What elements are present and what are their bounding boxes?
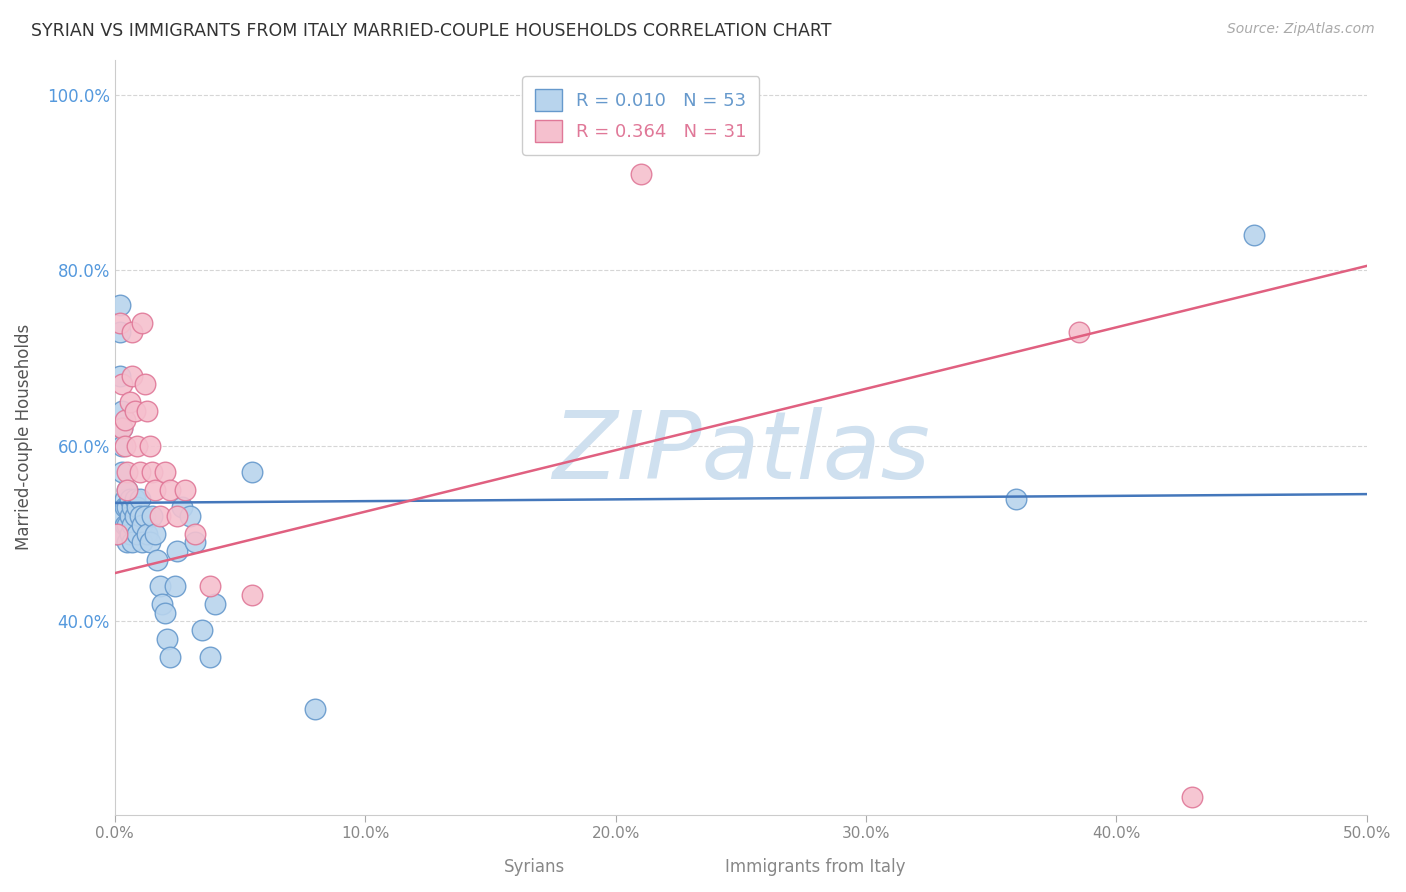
Point <box>114 500 136 515</box>
Point <box>108 368 131 383</box>
Point <box>159 483 181 497</box>
Point <box>108 298 131 312</box>
Point <box>111 439 134 453</box>
Point <box>1243 228 1265 243</box>
Point <box>139 439 162 453</box>
Point <box>121 500 143 515</box>
Point <box>105 509 128 524</box>
Point <box>143 526 166 541</box>
Point <box>127 526 149 541</box>
Point <box>124 509 146 524</box>
Point <box>156 632 179 646</box>
Point <box>128 465 150 479</box>
Point <box>149 509 172 524</box>
Point <box>121 325 143 339</box>
Point <box>124 403 146 417</box>
Point <box>128 509 150 524</box>
Point <box>304 702 326 716</box>
Point <box>111 465 134 479</box>
Point <box>141 465 163 479</box>
Point <box>128 491 150 506</box>
Point <box>163 579 186 593</box>
Point <box>1180 789 1202 804</box>
Point <box>139 535 162 549</box>
Point <box>1005 491 1028 506</box>
Point <box>184 535 207 549</box>
Point <box>117 483 139 497</box>
Point <box>159 649 181 664</box>
Point <box>136 403 159 417</box>
Point <box>108 325 131 339</box>
Point <box>166 544 188 558</box>
Point <box>149 579 172 593</box>
Point <box>131 535 153 549</box>
Point <box>131 517 153 532</box>
Point <box>111 377 134 392</box>
Point <box>127 500 149 515</box>
Text: Syrians: Syrians <box>503 858 565 876</box>
Point <box>117 517 139 532</box>
Point <box>191 623 214 637</box>
Point <box>131 316 153 330</box>
Point <box>114 517 136 532</box>
Point <box>204 597 226 611</box>
Point <box>198 579 221 593</box>
Point <box>173 483 195 497</box>
Legend: R = 0.010   N = 53, R = 0.364   N = 31: R = 0.010 N = 53, R = 0.364 N = 31 <box>522 76 759 154</box>
Point <box>242 588 264 602</box>
Point <box>136 526 159 541</box>
Point <box>117 535 139 549</box>
Point <box>118 509 141 524</box>
Point <box>1067 325 1090 339</box>
Point <box>134 377 156 392</box>
Point <box>118 491 141 506</box>
Point <box>146 553 169 567</box>
Point <box>198 649 221 664</box>
Point <box>630 167 652 181</box>
Point <box>121 517 143 532</box>
Point <box>114 491 136 506</box>
Point <box>118 526 141 541</box>
Point <box>118 395 141 409</box>
Point <box>111 421 134 435</box>
Point <box>117 465 139 479</box>
Point <box>179 509 201 524</box>
Point <box>153 465 176 479</box>
Point <box>121 368 143 383</box>
Point <box>111 403 134 417</box>
Point <box>121 535 143 549</box>
Point <box>166 509 188 524</box>
Text: SYRIAN VS IMMIGRANTS FROM ITALY MARRIED-COUPLE HOUSEHOLDS CORRELATION CHART: SYRIAN VS IMMIGRANTS FROM ITALY MARRIED-… <box>31 22 831 40</box>
Y-axis label: Married-couple Households: Married-couple Households <box>15 324 32 550</box>
Point <box>172 500 194 515</box>
Point <box>105 526 128 541</box>
Point <box>134 509 156 524</box>
Point <box>117 483 139 497</box>
Point <box>127 439 149 453</box>
Point <box>105 526 128 541</box>
Point <box>124 491 146 506</box>
Point <box>108 316 131 330</box>
Text: Source: ZipAtlas.com: Source: ZipAtlas.com <box>1227 22 1375 37</box>
Point <box>114 439 136 453</box>
Point <box>117 500 139 515</box>
Point <box>111 421 134 435</box>
Text: Immigrants from Italy: Immigrants from Italy <box>725 858 905 876</box>
Text: ZIPatlas: ZIPatlas <box>551 407 929 498</box>
Point <box>114 412 136 426</box>
Point <box>153 606 176 620</box>
Point <box>150 597 173 611</box>
Point <box>141 509 163 524</box>
Point <box>184 526 207 541</box>
Point <box>242 465 264 479</box>
Point <box>143 483 166 497</box>
